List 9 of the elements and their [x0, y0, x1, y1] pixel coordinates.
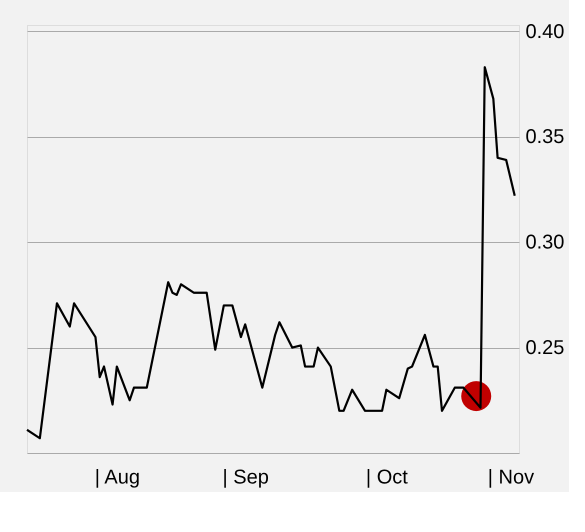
x-tick-label: | Aug: [94, 466, 140, 488]
line-series: [26, 66, 516, 440]
y-tick-label: 0.35: [526, 126, 564, 148]
y-tick-label: 0.30: [526, 232, 564, 254]
x-tick-label: | Oct: [366, 466, 408, 488]
x-tick-label: | Sep: [222, 466, 269, 488]
y-tick-label: 0.40: [526, 20, 564, 43]
x-tick-label: | Nov: [488, 466, 534, 488]
y-tick-label: 0.25: [526, 337, 564, 360]
